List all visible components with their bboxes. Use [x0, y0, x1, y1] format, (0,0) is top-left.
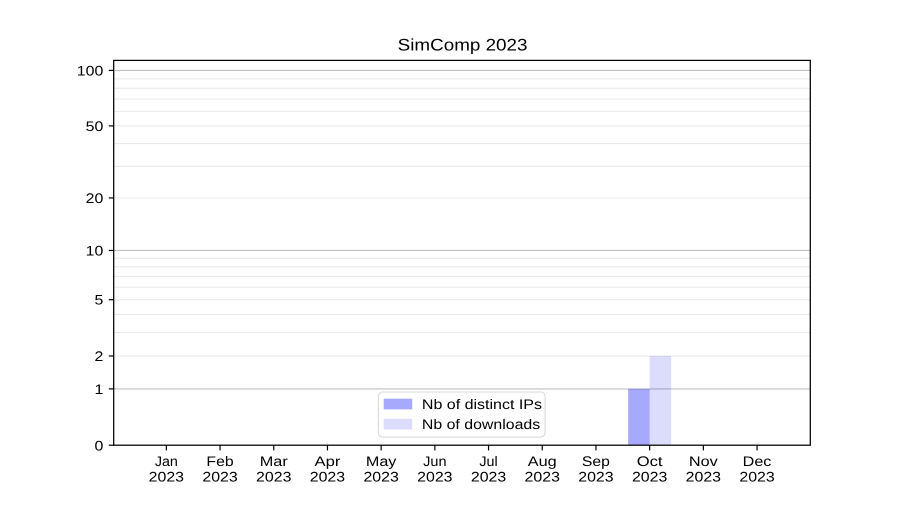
svg-text:Nov: Nov: [689, 453, 718, 469]
svg-text:20: 20: [86, 190, 104, 206]
svg-text:100: 100: [77, 62, 104, 78]
svg-text:SimComp 2023: SimComp 2023: [398, 36, 528, 55]
svg-text:Oct: Oct: [637, 453, 663, 469]
svg-text:2023: 2023: [578, 468, 614, 484]
svg-text:2023: 2023: [363, 468, 399, 484]
svg-text:Nb of downloads: Nb of downloads: [422, 416, 540, 432]
svg-text:5: 5: [94, 292, 103, 308]
svg-text:Apr: Apr: [315, 453, 341, 469]
svg-text:50: 50: [86, 118, 104, 134]
svg-text:10: 10: [86, 243, 104, 259]
svg-text:Jul: Jul: [479, 453, 497, 469]
svg-text:Aug: Aug: [528, 453, 557, 469]
svg-text:Feb: Feb: [206, 453, 234, 469]
svg-text:1: 1: [94, 381, 103, 397]
svg-text:2023: 2023: [632, 468, 668, 484]
svg-text:Mar: Mar: [260, 453, 288, 469]
svg-text:2023: 2023: [417, 468, 453, 484]
svg-text:2023: 2023: [256, 468, 292, 484]
svg-text:2023: 2023: [202, 468, 238, 484]
svg-text:2023: 2023: [686, 468, 722, 484]
svg-text:May: May: [366, 453, 397, 469]
svg-text:0: 0: [94, 437, 103, 453]
svg-text:Sep: Sep: [582, 453, 610, 469]
svg-text:2023: 2023: [471, 468, 507, 484]
svg-text:Jun: Jun: [423, 453, 446, 469]
svg-text:2023: 2023: [310, 468, 346, 484]
svg-text:2023: 2023: [739, 468, 775, 484]
svg-text:Nb of distinct IPs: Nb of distinct IPs: [422, 396, 542, 412]
svg-text:2: 2: [94, 348, 103, 364]
svg-text:2023: 2023: [525, 468, 561, 484]
svg-text:Jan: Jan: [155, 453, 178, 469]
svg-text:Dec: Dec: [743, 453, 772, 469]
svg-text:2023: 2023: [149, 468, 185, 484]
